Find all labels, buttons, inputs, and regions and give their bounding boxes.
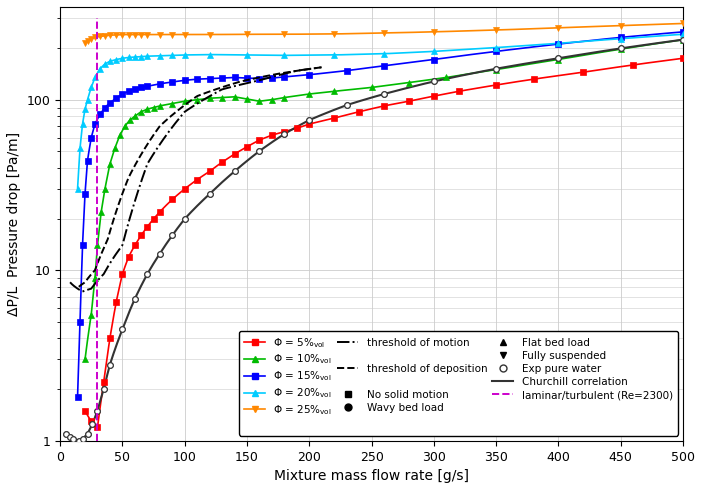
Legend: $\Phi$ = 5%$_\mathregular{vol}$, $\Phi$ = 10%$_\mathregular{vol}$, $\Phi$ = 15%$: $\Phi$ = 5%$_\mathregular{vol}$, $\Phi$ … (239, 331, 678, 436)
X-axis label: Mixture mass flow rate [g/s]: Mixture mass flow rate [g/s] (274, 469, 469, 483)
Y-axis label: ΔP/L  Pressure drop [Pa/m]: ΔP/L Pressure drop [Pa/m] (7, 132, 21, 316)
